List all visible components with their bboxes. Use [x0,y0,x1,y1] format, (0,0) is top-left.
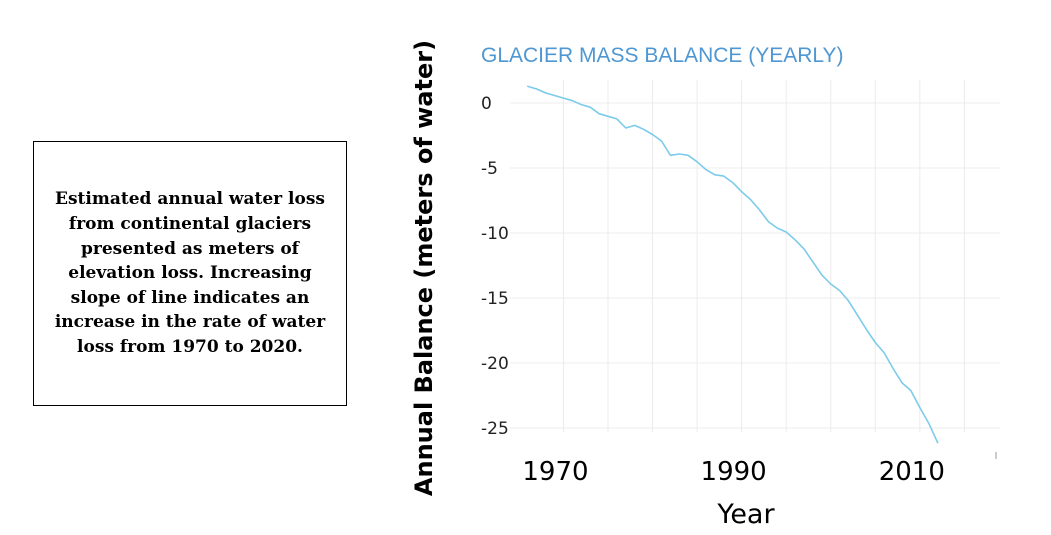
x-tick-label: 2010 [879,457,945,487]
tick-layer: 0 -5 -10 -15 -20 -25 1970 1990 2010 [481,94,997,487]
x-axis-label: Year [716,499,775,530]
series-line [526,85,939,444]
caption-text: Estimated annual water loss from contine… [54,189,326,357]
y-tick-label: -15 [481,289,509,309]
chart-title: GLACIER MASS BALANCE (YEARLY) [481,44,844,67]
grid-layer [510,80,1000,432]
line-layer [526,85,939,444]
x-tick-label: 1970 [522,457,588,487]
y-tick-label: -20 [481,354,509,374]
caption-box: Estimated annual water loss from contine… [33,141,347,406]
y-tick-label: -5 [481,159,498,179]
y-tick-label: -10 [481,224,509,244]
y-tick-label: -25 [481,419,509,439]
y-tick-label: 0 [481,94,492,114]
x-tick-label: 1990 [701,457,767,487]
y-axis-label: Annual Balance (meters of water) [410,40,438,496]
